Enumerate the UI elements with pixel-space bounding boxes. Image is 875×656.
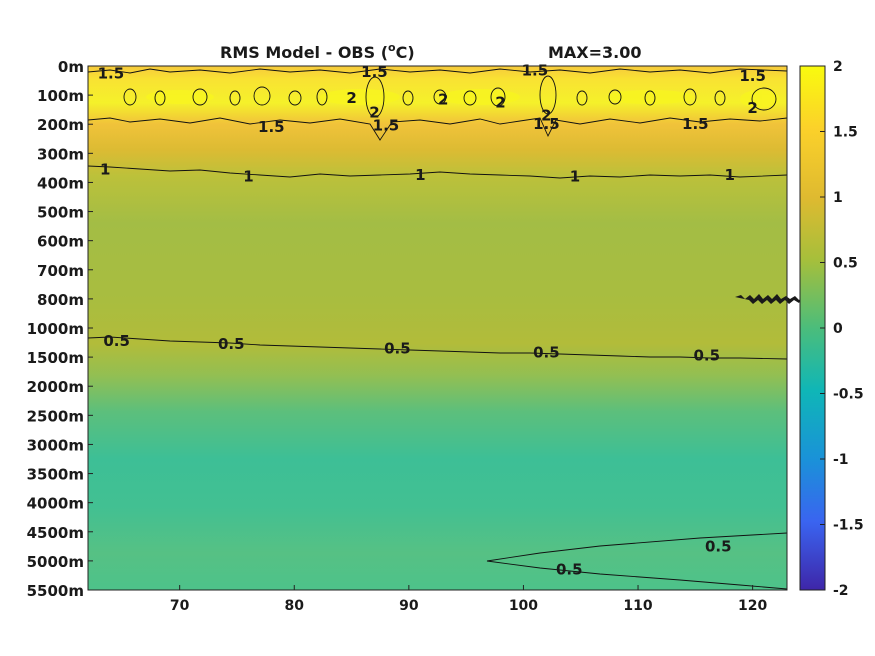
y-tick-label: 300m [37,145,84,163]
x-tick-label: 90 [399,598,419,614]
y-tick-label: 2500m [27,407,84,425]
colorbar-tick-label: -0.5 [833,387,864,403]
contour-label: 2 [747,99,757,117]
contour-label: 1.5 [373,117,400,135]
contour-label: 1.5 [739,67,766,85]
colorbar-tick-label: 0 [833,321,843,337]
contour-label: 1 [415,166,425,184]
x-tick-label: 80 [285,598,305,614]
colorbar-ticks: 2 1.5 1 0.5 0 -0.5 -1 -1.5 -2 [820,59,864,599]
y-axis: 0m 100m 200m 300m 400m 500m 600m 700m 800m 1000m 1… [27,58,93,600]
contour-label: 1 [570,168,580,186]
y-tick-label: 2000m [27,378,84,396]
colorbar-tick-label: 1.5 [833,125,858,141]
y-tick-label: 4500m [27,524,84,542]
x-tick-label: 70 [170,598,190,614]
contour-label: 2 [495,93,505,111]
contour-label: 2 [541,106,551,124]
contour-label: 1 [243,168,253,186]
contour-label: 1.5 [533,115,560,133]
y-tick-label: 4000m [27,495,84,513]
y-tick-label: 3000m [27,436,84,454]
y-tick-label: 400m [37,174,84,192]
contour-label: 1.5 [258,118,285,136]
contour-0p5-lower [486,532,788,590]
contour-label: 0.5 [103,332,130,350]
y-tick-label: 600m [37,233,84,251]
contour-label: 1.5 [361,63,388,81]
contour-label: 0.5 [384,339,411,357]
max-annotation: MAX=3.00 [548,43,642,62]
heatmap-field [88,66,787,590]
contour-1p5-bottom [87,117,788,141]
contour-label: 0.5 [705,537,732,555]
y-tick-label: 5000m [27,553,84,571]
y-tick-label: 5500m [27,582,84,600]
contour-label: 1.5 [682,115,709,133]
contour-label: 1.5 [98,64,125,82]
colorbar: 2 1.5 1 0.5 0 -0.5 -1 -1.5 -2 [799,59,864,599]
contour-0p5-upper [87,336,788,360]
y-tick-label: 3500m [27,466,84,484]
y-tick-label: 1000m [27,320,84,338]
x-axis: 70 80 90 100 110 120 [170,585,767,614]
y-tick-label: 1500m [27,349,84,367]
contour-1p5-top [87,68,788,74]
contour-label: 1 [100,160,110,178]
contour-1 [87,165,788,179]
colorbar-tick-label: 0.5 [833,256,858,272]
hotspot-band [146,89,780,108]
noise-patch-800m [735,294,802,304]
colorbar-tick-label: 2 [833,59,843,75]
contour-label: 1 [724,166,734,184]
contour-label: 1.5 [522,61,549,79]
contour-lines [87,68,788,590]
y-tick-label: 800m [37,291,84,309]
x-tick-label: 100 [509,598,538,614]
colorbar-tick-label: -1 [833,452,849,468]
contour-label: 2 [346,89,356,107]
colorbar-tick-label: -1.5 [833,518,864,534]
x-tick-label: 120 [738,598,767,614]
contour-label: 0.5 [533,344,560,362]
contour-label: 0.5 [218,335,245,353]
y-tick-label: 500m [37,204,84,222]
contour-label: 2 [438,90,448,108]
chart-title: RMS Model - OBS (oC) [220,41,415,62]
colorbar-tick-label: -2 [833,583,849,599]
x-tick-label: 110 [623,598,652,614]
contour-label: 0.5 [556,561,583,579]
y-tick-label: 700m [37,262,84,280]
colorbar-tick-label: 1 [833,190,843,206]
contour-label: 0.5 [693,347,720,365]
y-tick-label: 200m [37,116,84,134]
y-tick-label: 100m [37,87,84,105]
contour-label: 2 [369,104,379,122]
y-tick-label: 0m [58,58,84,76]
